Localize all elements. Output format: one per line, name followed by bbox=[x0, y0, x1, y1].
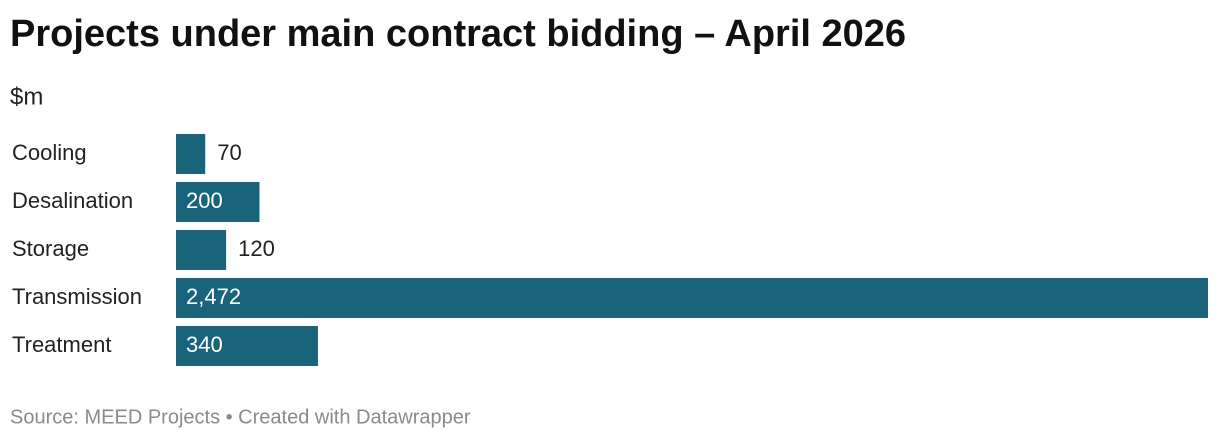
bar bbox=[176, 326, 318, 366]
chart-subtitle: $m bbox=[10, 83, 43, 110]
footer: Source: MEED Projects • Created with Dat… bbox=[10, 406, 471, 428]
bar bbox=[176, 230, 227, 270]
bar bbox=[176, 278, 1208, 318]
value-label: 340 bbox=[186, 332, 223, 357]
value-label: 120 bbox=[238, 236, 275, 261]
category-label: Treatment bbox=[12, 332, 111, 357]
category-label: Storage bbox=[12, 236, 89, 261]
category-label: Desalination bbox=[12, 188, 133, 213]
value-label: 70 bbox=[217, 140, 241, 165]
bar bbox=[176, 182, 260, 222]
value-label: 200 bbox=[186, 188, 223, 213]
category-label: Cooling bbox=[12, 140, 87, 165]
bar bbox=[176, 134, 206, 174]
chart-title: Projects under main contract bidding – A… bbox=[10, 13, 906, 55]
value-label: 2,472 bbox=[186, 284, 241, 309]
category-label: Transmission bbox=[12, 284, 142, 309]
